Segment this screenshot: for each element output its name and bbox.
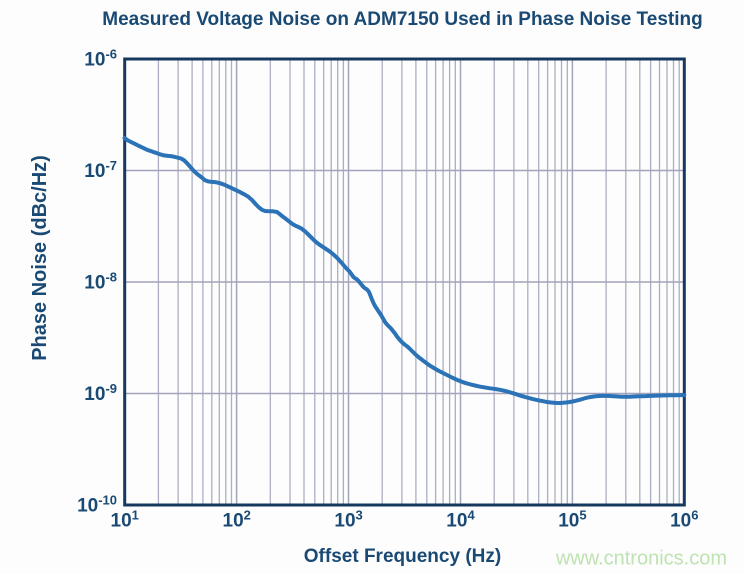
svg-text:101: 101 (111, 508, 139, 532)
svg-text:Offset Frequency (Hz): Offset Frequency (Hz) (304, 546, 501, 567)
svg-text:10-9: 10-9 (84, 381, 117, 405)
svg-text:10-7: 10-7 (84, 158, 117, 182)
svg-text:Phase Noise (dBc/Hz): Phase Noise (dBc/Hz) (29, 155, 51, 361)
svg-text:Measured Voltage Noise on ADM7: Measured Voltage Noise on ADM7150 Used i… (102, 9, 702, 30)
svg-text:www.cntronics.com: www.cntronics.com (555, 548, 727, 570)
